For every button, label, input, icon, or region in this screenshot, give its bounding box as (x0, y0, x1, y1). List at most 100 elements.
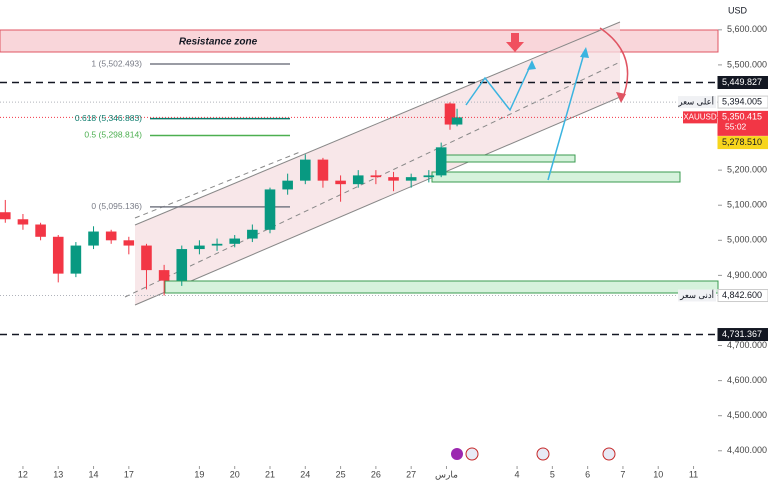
price-label: 5,278.510 (722, 137, 762, 147)
candle-body (194, 245, 205, 250)
y-tick-label: 5,600.000 (727, 24, 767, 34)
price-box (717, 136, 768, 150)
arrow-head (616, 92, 626, 103)
y-tick-label: 4,400.000 (727, 445, 767, 455)
x-tick-label: 24 (300, 469, 310, 479)
event-icon[interactable] (451, 448, 463, 460)
price-box (717, 95, 768, 109)
channel-mid (124, 61, 621, 298)
support-zone (164, 280, 719, 294)
x-tick-label: 21 (265, 469, 275, 479)
candle-body (211, 243, 223, 246)
arrow-head (580, 47, 589, 58)
y-tick-label: 4,500.000 (727, 410, 767, 420)
price-label: 4,731.367 (722, 329, 762, 339)
candle-body (229, 238, 240, 244)
x-tick-label: 17 (124, 469, 134, 479)
candle-body (141, 245, 152, 271)
x-tick-label: 14 (89, 469, 99, 479)
support-zone (431, 171, 681, 183)
y-tick-label: 4,700.000 (727, 340, 767, 350)
candle-body (388, 177, 399, 181)
candle-body (352, 175, 364, 185)
candle-body (405, 177, 417, 181)
candle-body (247, 229, 258, 239)
candle-body (0, 212, 11, 220)
down-arrow (506, 33, 524, 52)
candle-body (300, 159, 311, 181)
candle-body (282, 180, 293, 190)
candle-body (317, 159, 329, 181)
resistance-zone (0, 29, 719, 53)
fib-label: 1 (5,502.493) (91, 58, 142, 68)
event-icon[interactable] (465, 447, 479, 461)
price-box (717, 110, 768, 136)
price-label: 5,350.415 (722, 112, 762, 122)
fib-label: 0.618 (5,346.883) (75, 113, 142, 123)
caption-box (678, 289, 716, 302)
candle-body (423, 175, 435, 178)
event-icon[interactable] (536, 447, 550, 461)
candle-body (444, 103, 456, 125)
y-tick-label: 4,600.000 (727, 375, 767, 385)
candle-body (88, 231, 99, 246)
x-tick-label: 5 (550, 469, 555, 479)
candle-body (264, 189, 276, 230)
path-arrow (465, 61, 533, 112)
symbol-box (683, 111, 717, 124)
currency: USD (728, 5, 748, 15)
candle-body (451, 117, 463, 125)
symbol-label: XAUUSD (683, 112, 717, 121)
candle-body (435, 147, 447, 176)
channel-lower (134, 96, 621, 306)
x-tick-label: 10 (653, 469, 663, 479)
x-tick-label: 27 (406, 469, 416, 479)
candle-body (70, 245, 82, 274)
caption-box (678, 96, 716, 109)
countdown: 55:02 (725, 122, 747, 132)
price-caption: أدنى سعر (679, 288, 714, 301)
price-box (717, 75, 768, 89)
price-label: 4,842.600 (722, 290, 762, 300)
candle-body (105, 231, 117, 241)
x-tick-label: 19 (194, 469, 204, 479)
candle-body (123, 240, 135, 246)
event-icon[interactable] (602, 447, 616, 461)
x-tick-label: 26 (371, 469, 381, 479)
candle-body (158, 270, 170, 281)
fib-label: 0.5 (5,298.814) (84, 130, 142, 140)
y-tick-label: 5,500.000 (727, 59, 767, 69)
x-tick-label: 13 (53, 469, 63, 479)
y-tick-label: 4,900.000 (727, 270, 767, 280)
candle-body (335, 180, 346, 185)
candle-body (17, 219, 29, 225)
reversal-arrow (599, 27, 629, 101)
candle-body (176, 249, 188, 281)
y-tick-label: 5,200.000 (727, 165, 767, 175)
y-tick-label: 5,000.000 (727, 235, 767, 245)
x-tick-label: مارس (435, 469, 458, 480)
path-arrow (547, 49, 586, 181)
x-tick-label: 4 (515, 469, 520, 479)
x-tick-label: 7 (620, 469, 625, 479)
price-box (717, 289, 768, 303)
x-tick-label: 12 (18, 469, 28, 479)
x-tick-label: 20 (230, 469, 240, 479)
resistance-label: Resistance zone (179, 37, 258, 48)
x-tick-label: 11 (689, 469, 698, 479)
y-tick-label: 5,100.000 (727, 200, 767, 210)
channel-upper (134, 21, 621, 226)
price-label: 5,449.827 (722, 77, 762, 87)
x-tick-label: 25 (336, 469, 346, 479)
price-box (717, 328, 768, 342)
x-tick-label: 6 (585, 469, 590, 479)
candle-body (52, 236, 64, 274)
marks (0, 63, 718, 336)
candle-body (370, 175, 382, 178)
candle-body (35, 224, 46, 237)
price-label: 5,394.005 (722, 96, 762, 106)
price-caption: أعلى سعر (677, 94, 714, 107)
arrow-head (527, 60, 536, 70)
fib-label: 0 (5,095.136) (91, 201, 142, 211)
